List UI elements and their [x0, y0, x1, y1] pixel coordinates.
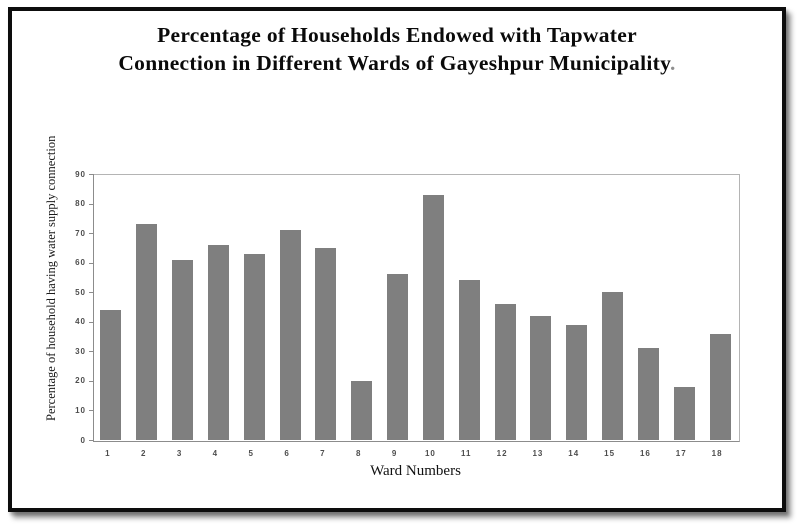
y-tick-label: 20 — [75, 376, 86, 386]
bar-ward-12 — [494, 304, 516, 440]
y-tick-label: 70 — [75, 228, 86, 238]
chart-title: Percentage of Households Endowed with Ta… — [12, 21, 782, 77]
x-tick-label: 18 — [711, 449, 723, 458]
bar-ward-4 — [207, 244, 229, 440]
y-tick-mark — [89, 321, 94, 323]
x-tick-label: 1 — [105, 449, 111, 458]
bar-ward-9 — [387, 274, 409, 440]
x-tick-label: 9 — [391, 449, 398, 458]
x-tick-label: 15 — [604, 449, 616, 458]
x-tick-label: 5 — [248, 449, 254, 458]
x-tick-label: 12 — [496, 449, 508, 458]
y-tick-mark — [89, 410, 94, 412]
bar-ward-18 — [709, 333, 731, 440]
x-tick-label: 10 — [424, 449, 436, 458]
bar-ward-1 — [100, 309, 122, 440]
y-tick-mark — [89, 262, 94, 264]
bar-ward-6 — [279, 230, 301, 440]
bar-ward-5 — [243, 253, 265, 440]
bar-ward-10 — [422, 194, 444, 440]
y-tick-mark — [89, 203, 94, 205]
bar-ward-17 — [673, 386, 695, 440]
chart-title-line1: Percentage of Households Endowed with Ta… — [157, 23, 637, 47]
y-tick-label: 10 — [75, 405, 86, 415]
y-tick-label: 50 — [75, 287, 86, 297]
y-tick-mark — [89, 233, 94, 235]
bar-ward-15 — [602, 292, 624, 440]
y-tick-mark — [89, 440, 94, 441]
y-axis-title: Percentage of household having water sup… — [44, 135, 58, 421]
y-tick-label: 90 — [75, 169, 86, 179]
y-tick-mark — [89, 351, 94, 353]
y-tick-mark — [89, 380, 94, 382]
x-axis-title: Ward Numbers — [370, 463, 461, 479]
x-tick-label: 13 — [532, 449, 544, 458]
y-tick-mark — [89, 174, 94, 175]
bar-ward-14 — [566, 324, 588, 440]
bar-ward-16 — [637, 348, 659, 440]
x-tick-label: 7 — [320, 449, 326, 458]
bar-ward-13 — [530, 315, 552, 440]
plot-area — [93, 174, 740, 442]
x-tick-label: 2 — [141, 449, 147, 458]
y-tick-label: 80 — [75, 199, 86, 209]
title-trailing-mark: . — [669, 51, 676, 75]
figure-frame: Percentage of Households Endowed with Ta… — [8, 7, 786, 512]
bar-ward-7 — [315, 247, 337, 440]
y-tick-mark — [89, 292, 94, 294]
x-tick-label: 3 — [176, 449, 183, 458]
chart-title-line2: Connection in Different Wards of Gayeshp… — [118, 51, 670, 75]
x-tick-label: 14 — [568, 449, 580, 458]
x-tick-label: 6 — [284, 449, 290, 458]
y-tick-label: 30 — [75, 346, 86, 356]
y-tick-label: 0 — [80, 435, 86, 445]
y-tick-label: 60 — [75, 258, 86, 268]
x-tick-label: 4 — [212, 449, 219, 458]
bar-ward-8 — [351, 380, 373, 440]
bar-ward-3 — [172, 259, 194, 440]
bar-ward-11 — [458, 280, 480, 440]
bar-ward-2 — [136, 224, 158, 440]
x-tick-label: 17 — [675, 449, 687, 458]
y-tick-label: 40 — [75, 317, 86, 327]
x-tick-label: 8 — [356, 449, 362, 458]
x-tick-label: 16 — [639, 449, 651, 458]
x-tick-label: 11 — [461, 449, 472, 458]
